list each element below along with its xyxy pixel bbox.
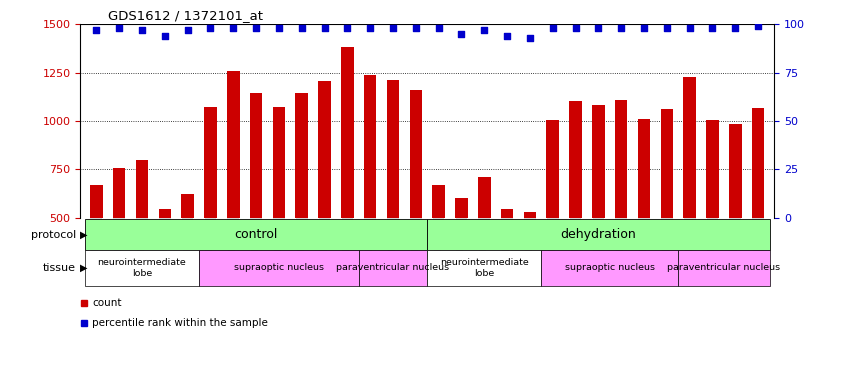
Bar [427, 250, 541, 286]
Point [181, 27, 195, 33]
Text: paraventricular nucleus: paraventricular nucleus [337, 264, 449, 272]
Text: GDS1612 / 1372101_at: GDS1612 / 1372101_at [108, 9, 263, 22]
Text: supraoptic nucleus: supraoptic nucleus [565, 264, 655, 272]
Text: count: count [92, 298, 122, 307]
Point [135, 27, 149, 33]
Bar [90, 184, 102, 218]
Bar [199, 250, 359, 286]
Text: supraoptic nucleus: supraoptic nucleus [233, 264, 324, 272]
Bar [569, 100, 582, 218]
Bar [547, 120, 559, 218]
Point [341, 25, 354, 31]
Bar [752, 108, 765, 217]
Bar [478, 177, 491, 218]
Point [569, 25, 582, 31]
Bar [524, 212, 536, 217]
Point [431, 25, 445, 31]
Point [364, 25, 377, 31]
Point [546, 25, 559, 31]
Text: control: control [234, 228, 277, 241]
Point [454, 31, 468, 37]
Text: neurointermediate
lobe: neurointermediate lobe [440, 258, 529, 278]
Point [637, 25, 651, 31]
Point [477, 27, 491, 33]
Point [90, 27, 103, 33]
Text: ▶: ▶ [80, 230, 87, 240]
Text: neurointermediate
lobe: neurointermediate lobe [97, 258, 186, 278]
Bar [427, 219, 770, 250]
Bar [113, 168, 125, 217]
Bar [158, 209, 171, 218]
Point [272, 25, 286, 31]
Text: protocol: protocol [31, 230, 76, 240]
Bar [181, 194, 194, 217]
Bar [135, 160, 148, 218]
Point [683, 25, 696, 31]
Bar [387, 80, 399, 218]
Bar [272, 107, 285, 218]
Bar [295, 93, 308, 218]
Bar [501, 209, 514, 218]
Point [751, 23, 765, 29]
Bar [615, 100, 628, 218]
Text: tissue: tissue [43, 263, 76, 273]
Bar [455, 198, 468, 217]
Point [523, 35, 536, 41]
Bar [204, 107, 217, 218]
Bar [729, 124, 742, 218]
Bar [409, 90, 422, 218]
Point [591, 25, 605, 31]
Bar [541, 250, 678, 286]
Point [728, 25, 742, 31]
Text: ▶: ▶ [80, 263, 87, 273]
Bar [678, 250, 770, 286]
Bar [85, 250, 199, 286]
Point [227, 25, 240, 31]
Point [158, 33, 172, 39]
Point [113, 25, 126, 31]
Point [387, 25, 400, 31]
Point [295, 25, 309, 31]
Point [409, 25, 423, 31]
Point [500, 33, 514, 39]
Bar [250, 93, 262, 218]
Point [706, 25, 719, 31]
Bar [318, 81, 331, 218]
Point [660, 25, 673, 31]
Text: paraventricular nucleus: paraventricular nucleus [667, 264, 781, 272]
Point [250, 25, 263, 31]
Bar [684, 78, 696, 218]
Bar [364, 75, 376, 217]
Point [318, 25, 332, 31]
Point [614, 25, 628, 31]
Text: dehydration: dehydration [561, 228, 636, 241]
Bar [432, 184, 445, 218]
Bar [661, 110, 673, 218]
Bar [227, 71, 239, 217]
Bar [592, 105, 605, 218]
Bar [85, 219, 427, 250]
Text: percentile rank within the sample: percentile rank within the sample [92, 318, 268, 327]
Bar [638, 119, 651, 218]
Bar [706, 120, 719, 218]
Bar [359, 250, 427, 286]
Point [204, 25, 217, 31]
Bar [341, 46, 354, 217]
